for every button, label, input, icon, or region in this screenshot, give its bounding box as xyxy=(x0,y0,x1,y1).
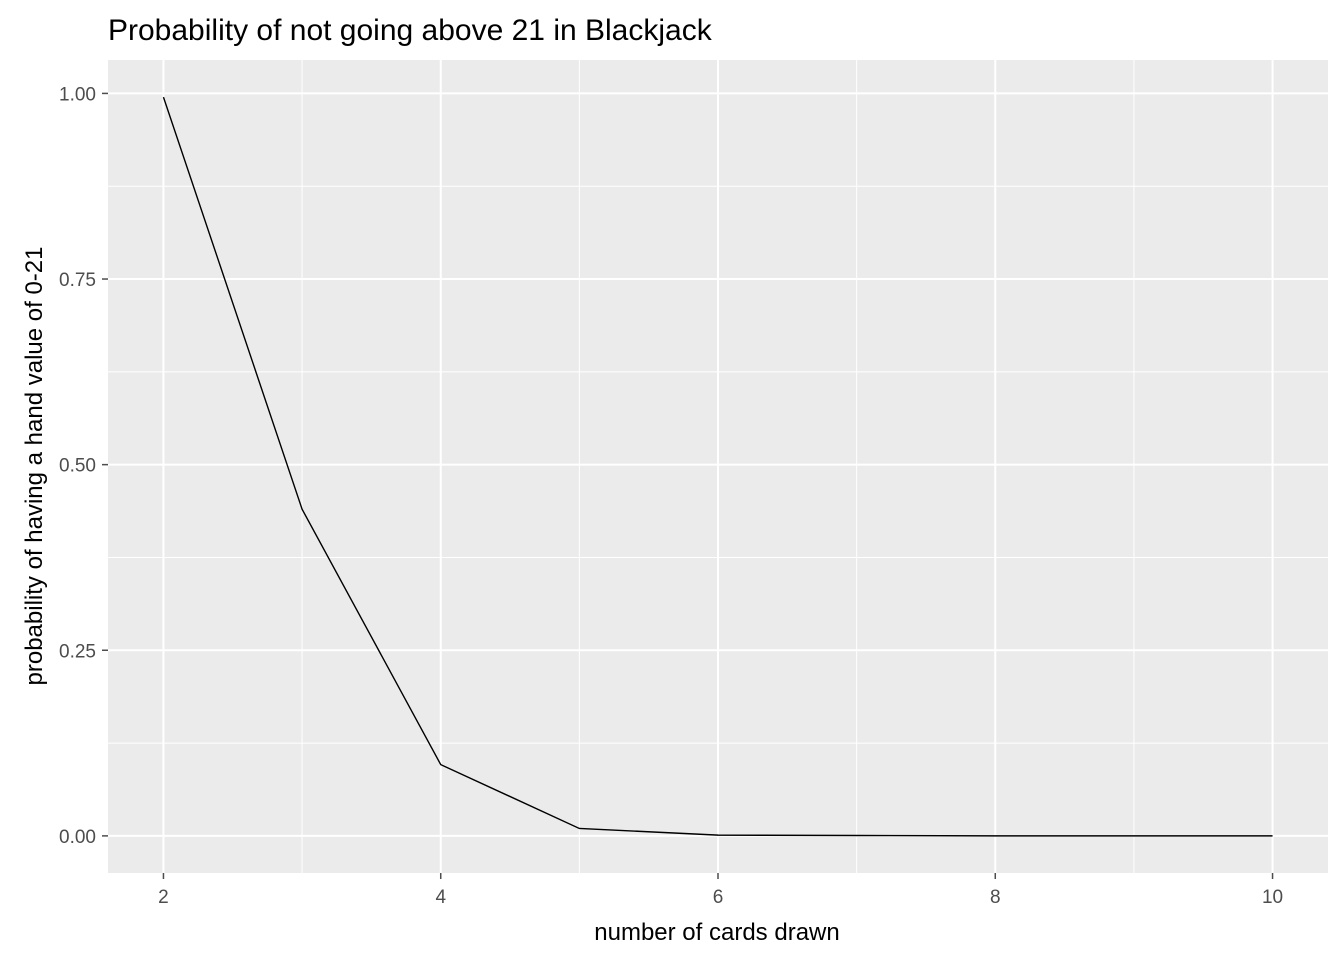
y-tick-label: 0.75 xyxy=(59,270,96,291)
y-tick-label: 0.50 xyxy=(59,456,96,477)
x-tick-label: 10 xyxy=(1262,887,1283,908)
major-gridlines xyxy=(108,60,1328,873)
x-axis: 2 4 6 8 10 xyxy=(158,873,1283,908)
x-tick-label: 6 xyxy=(713,887,724,908)
y-axis: 0.00 0.25 0.50 0.75 1.00 xyxy=(59,84,108,848)
y-tick-label: 0.25 xyxy=(59,641,96,662)
series-layer xyxy=(162,96,1273,837)
x-axis-title: number of cards drawn xyxy=(594,919,839,946)
y-tick-label: 1.00 xyxy=(59,84,96,105)
y-tick-label: 0.00 xyxy=(59,827,96,848)
x-tick-label: 8 xyxy=(990,887,1001,908)
series-line xyxy=(162,96,1273,837)
x-tick-label: 4 xyxy=(435,887,446,908)
x-tick-label: 2 xyxy=(158,887,169,908)
chart-title: Probability of not going above 21 in Bla… xyxy=(108,14,713,47)
y-axis-title: probability of having a hand value of 0-… xyxy=(21,247,48,686)
